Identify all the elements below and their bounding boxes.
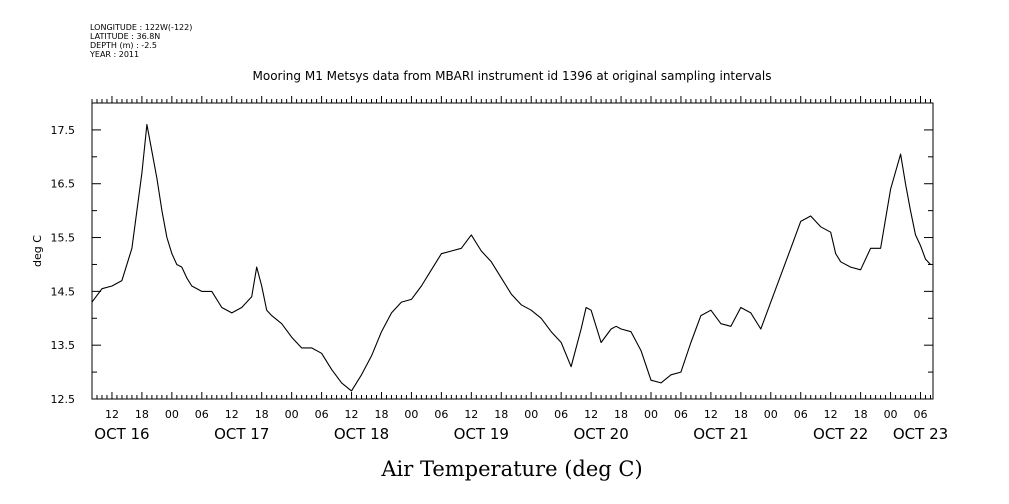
metadata-block: LONGITUDE : 122W(-122) LATITUDE : 36.8N …: [89, 23, 192, 59]
y-axis-label: deg C: [31, 235, 44, 267]
x-tick-label: 00: [285, 408, 299, 421]
plot-frame: [91, 102, 934, 400]
x-tick-label: 12: [345, 408, 359, 421]
y-tick-label: 14.5: [51, 285, 76, 298]
x-tick-label: 12: [225, 408, 239, 421]
y-tick-label: 15.5: [51, 232, 76, 245]
x-date-label: OCT 21: [693, 425, 748, 443]
series-layer: [91, 123, 931, 392]
x-date-label: OCT 16: [94, 425, 149, 443]
x-tick-label: 00: [404, 408, 418, 421]
chart-title: Mooring M1 Metsys data from MBARI instru…: [253, 69, 772, 83]
y-tick-label: 16.5: [51, 178, 76, 191]
x-tick-label: 12: [584, 408, 598, 421]
x-tick-label: 00: [644, 408, 658, 421]
series-line: [91, 123, 931, 392]
x-tick-label: 12: [464, 408, 478, 421]
meta-year: YEAR : 2011: [89, 50, 139, 59]
axes: 12 18 00 06 12 18 00 06 12 18 00 06 12 18 00 06 12 18 00 06…: [51, 96, 948, 443]
x-tick-label: 06: [434, 408, 448, 421]
meta-depth: DEPTH (m) : -2.5: [90, 41, 157, 50]
x-date-label: OCT 23: [893, 425, 948, 443]
x-tick-label: 00: [524, 408, 538, 421]
x-date-label: OCT 18: [334, 425, 389, 443]
meta-longitude: LONGITUDE : 122W(-122): [90, 23, 192, 32]
x-tick-label: 18: [255, 408, 269, 421]
x-tick-label: 00: [764, 408, 778, 421]
y-tick-label: 17.5: [51, 124, 76, 137]
x-tick-label: 06: [554, 408, 568, 421]
x-tick-label: 12: [824, 408, 838, 421]
meta-latitude: LATITUDE : 36.8N: [90, 32, 160, 41]
x-tick-label: 06: [794, 408, 808, 421]
x-tick-label: 12: [704, 408, 718, 421]
x-tick-label: 18: [494, 408, 508, 421]
x-tick-label: 18: [614, 408, 628, 421]
x-tick-label: 18: [854, 408, 868, 421]
x-tick-label: 06: [195, 408, 209, 421]
x-date-label: OCT 17: [214, 425, 269, 443]
x-tick-label: 18: [135, 408, 149, 421]
x-axis-label: Air Temperature (deg C): [380, 457, 642, 481]
x-date-label: OCT 20: [573, 425, 628, 443]
x-tick-label: 06: [315, 408, 329, 421]
x-tick-label: 18: [374, 408, 388, 421]
x-tick-label: 06: [674, 408, 688, 421]
x-tick-label: 00: [884, 408, 898, 421]
y-tick-label: 13.5: [51, 339, 76, 352]
y-tick-label: 12.5: [51, 393, 76, 406]
x-tick-label: 18: [734, 408, 748, 421]
x-tick-label: 06: [914, 408, 928, 421]
x-date-label: OCT 19: [454, 425, 509, 443]
x-date-label: OCT 22: [813, 425, 868, 443]
x-tick-label: 00: [165, 408, 179, 421]
x-tick-label: 12: [105, 408, 119, 421]
